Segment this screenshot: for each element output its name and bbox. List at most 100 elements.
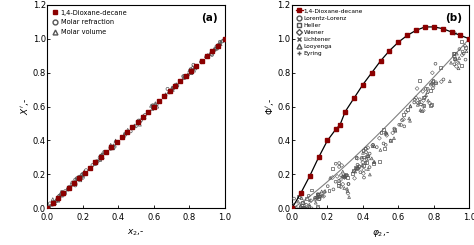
Legend: 1,4-Dioxane-decane, Molar refraction, Molar volume: 1,4-Dioxane-decane, Molar refraction, Mo… — [51, 8, 129, 36]
Point — [215, 43, 222, 47]
Point — [360, 172, 367, 175]
Point — [314, 195, 322, 198]
Point — [344, 169, 351, 173]
Point — [406, 121, 414, 125]
Point — [107, 144, 114, 148]
Point — [141, 113, 149, 117]
Point — [169, 87, 177, 91]
Point — [121, 133, 129, 137]
Point — [207, 50, 215, 54]
Point — [299, 200, 306, 204]
Point — [46, 205, 53, 209]
Point — [431, 84, 439, 87]
Point — [352, 167, 360, 171]
Point — [58, 194, 65, 197]
Point — [312, 196, 319, 200]
Point — [442, 61, 449, 65]
Point — [427, 78, 434, 82]
Point — [335, 165, 343, 169]
Point — [91, 161, 99, 165]
Point — [413, 92, 420, 96]
Point — [412, 96, 420, 100]
Point — [72, 184, 79, 187]
X-axis label: $x_{2}$,-: $x_{2}$,- — [128, 228, 145, 238]
Point — [370, 160, 378, 164]
Point — [395, 123, 403, 127]
Point — [406, 119, 414, 123]
Point — [321, 189, 329, 193]
Point — [461, 44, 469, 48]
Point — [380, 142, 387, 146]
Point — [112, 139, 119, 143]
Point — [356, 164, 363, 168]
Point — [89, 163, 96, 167]
Point — [309, 203, 317, 207]
Point — [363, 165, 371, 169]
X-axis label: $\varphi_{2}$,-: $\varphi_{2}$,- — [372, 228, 390, 239]
Point — [407, 104, 414, 108]
Point — [462, 46, 469, 50]
Point — [64, 186, 72, 190]
Point — [362, 156, 370, 160]
Point — [333, 184, 341, 188]
Point — [387, 138, 394, 142]
Point — [345, 175, 353, 179]
Point — [50, 200, 58, 204]
Text: (b): (b) — [445, 13, 462, 23]
Point — [356, 165, 364, 169]
Point — [333, 174, 341, 178]
Point — [453, 64, 460, 68]
Point — [172, 83, 180, 87]
Point — [291, 197, 298, 201]
Point — [339, 180, 346, 184]
Point — [62, 189, 69, 193]
Point — [148, 107, 156, 111]
Point — [363, 148, 371, 152]
Point — [364, 167, 372, 171]
Point — [414, 103, 421, 107]
Point — [455, 58, 463, 61]
Point — [402, 110, 410, 114]
Point — [305, 203, 313, 207]
Point — [301, 206, 309, 210]
Point — [112, 140, 120, 144]
Point — [217, 42, 224, 46]
Point — [313, 206, 321, 210]
Point — [198, 60, 205, 64]
Point — [463, 49, 470, 53]
Point — [292, 193, 299, 197]
Point — [182, 75, 189, 79]
Point — [416, 102, 424, 106]
Point — [53, 197, 60, 201]
Point — [438, 80, 445, 84]
Point — [344, 189, 351, 193]
Point — [296, 204, 304, 208]
Point — [132, 124, 139, 128]
Point — [328, 186, 336, 190]
Point — [354, 166, 362, 170]
Point — [131, 124, 138, 128]
Point — [301, 206, 308, 210]
Point — [437, 65, 444, 69]
Point — [366, 152, 374, 156]
Point — [335, 184, 342, 187]
Point — [73, 176, 81, 180]
Point — [457, 39, 465, 43]
Point — [189, 65, 196, 69]
Point — [457, 64, 465, 68]
Point — [315, 193, 322, 197]
Point — [55, 196, 63, 200]
Point — [170, 86, 177, 90]
Point — [313, 192, 321, 196]
Point — [340, 182, 348, 186]
Point — [298, 206, 306, 210]
Point — [202, 54, 210, 58]
Point — [411, 113, 419, 117]
Point — [364, 154, 371, 158]
Point — [447, 46, 455, 50]
Point — [335, 181, 342, 185]
Point — [69, 181, 76, 184]
Point — [428, 103, 436, 107]
Point — [359, 160, 366, 164]
Point — [300, 201, 308, 205]
